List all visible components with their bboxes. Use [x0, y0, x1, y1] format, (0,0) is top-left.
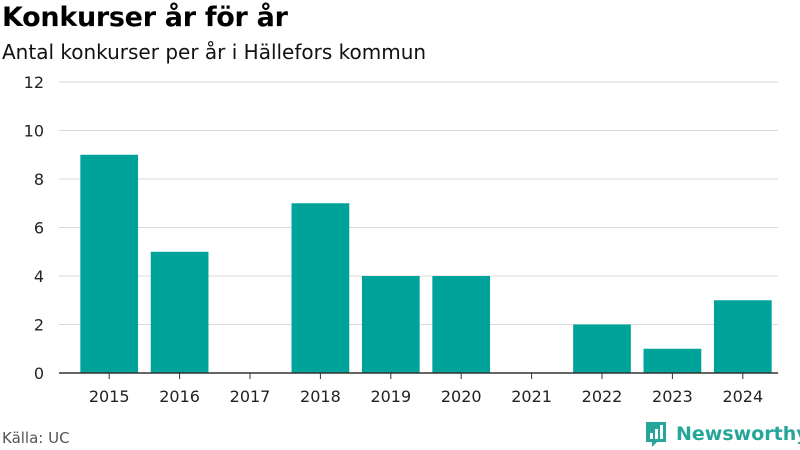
y-tick-label: 8 [34, 170, 44, 189]
brand-logo: Newsworthy [644, 420, 800, 448]
bar [432, 276, 491, 373]
x-tick-label: 2022 [582, 387, 623, 406]
x-tick-label: 2015 [89, 387, 130, 406]
x-tick-label: 2019 [370, 387, 411, 406]
y-tick-label: 0 [34, 364, 44, 383]
bar [80, 154, 139, 373]
x-tick-label: 2024 [722, 387, 763, 406]
bar-chart-logo-icon [646, 422, 666, 447]
y-tick-label: 10 [24, 122, 44, 141]
x-tick-label: 2023 [652, 387, 693, 406]
bar [291, 203, 350, 373]
chart-subtitle: Antal konkurser per år i Hällefors kommu… [2, 40, 427, 64]
bar [573, 324, 631, 373]
chart-title: Konkurser år för år [2, 2, 288, 33]
x-tick-label: 2018 [300, 387, 341, 406]
bar [361, 276, 420, 373]
x-tick-label: 2016 [159, 387, 200, 406]
brand-name: Newsworthy [676, 423, 800, 445]
y-tick-label: 6 [34, 219, 44, 238]
source-note: Källa: UC [2, 429, 70, 447]
y-tick-label: 12 [24, 73, 44, 92]
bar [150, 251, 209, 373]
x-tick-label: 2021 [511, 387, 552, 406]
y-tick-label: 4 [34, 267, 44, 286]
x-tick-label: 2020 [441, 387, 482, 406]
x-tick-label: 2017 [230, 387, 271, 406]
bar [713, 300, 772, 373]
y-tick-label: 2 [34, 316, 44, 335]
bar [643, 348, 702, 373]
